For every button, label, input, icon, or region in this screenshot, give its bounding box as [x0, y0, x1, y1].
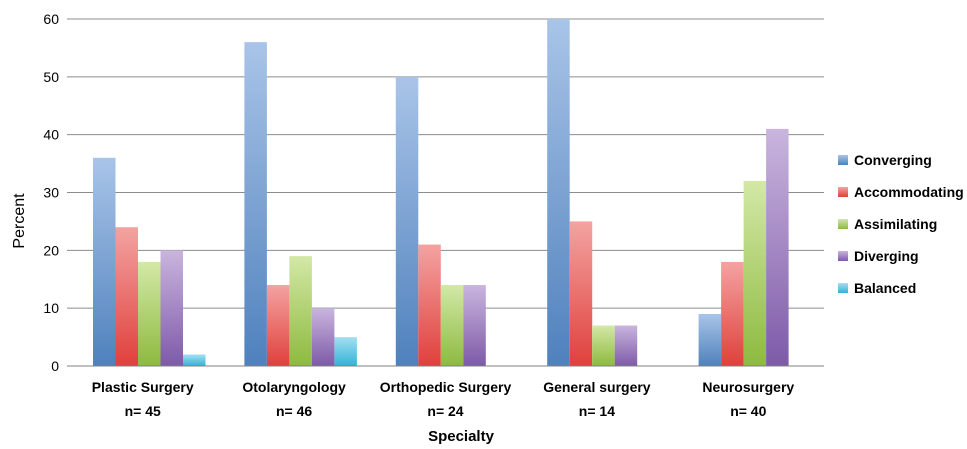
bar-balanced-1	[334, 337, 357, 366]
y-tick-label: 40	[43, 127, 59, 143]
bar-diverging-0	[160, 250, 183, 366]
legend-swatch-balanced	[838, 283, 848, 293]
bar-assimilating-4	[743, 180, 767, 366]
legend-swatch-assimilating	[838, 219, 848, 229]
bar-converging-3	[547, 19, 570, 366]
bar-diverging-4	[766, 128, 789, 366]
x-axis-title: Specialty	[428, 428, 495, 445]
y-axis-title: Percent	[11, 193, 28, 249]
y-tick-label: 20	[43, 242, 59, 258]
y-tick-label: 10	[43, 300, 59, 316]
gridlines	[67, 18, 824, 309]
x-category-count: n= 24	[427, 403, 463, 419]
legend-label: Diverging	[854, 248, 919, 264]
legend-label: Converging	[854, 152, 932, 168]
legend: Converging Accommodating Assimilating Diver…	[838, 152, 964, 296]
x-category-count: n= 45	[125, 403, 161, 419]
x-category-label: Neurosurgery	[702, 379, 794, 395]
x-category-label: Orthopedic Surgery	[380, 379, 512, 395]
x-category-label: General surgery	[543, 379, 651, 395]
y-tick-label: 60	[43, 11, 59, 27]
bar-diverging-1	[311, 308, 335, 366]
bar-balanced-0	[183, 354, 206, 366]
y-tick-label: 50	[43, 69, 59, 85]
bar-accommodating-4	[721, 261, 744, 366]
bar-accommodating-3	[569, 221, 593, 366]
x-category-count: n= 46	[276, 403, 312, 419]
legend-swatch-converging	[838, 155, 848, 165]
bar-converging-1	[244, 42, 267, 367]
bar-accommodating-1	[266, 285, 290, 366]
bar-converging-2	[395, 76, 419, 366]
bar-assimilating-3	[592, 325, 615, 366]
x-category-count: n= 40	[730, 403, 766, 419]
legend-label: Balanced	[854, 280, 916, 296]
bar-assimilating-1	[289, 256, 312, 366]
bar-converging-4	[698, 313, 722, 366]
x-category-labels: Plastic Surgery n= 45 Otolaryngology n= 46 O…	[92, 379, 795, 419]
x-category-label: Otolaryngology	[242, 379, 346, 395]
y-tick-label: 0	[51, 358, 59, 374]
legend-swatch-diverging	[838, 251, 848, 261]
x-category-count: n= 14	[579, 403, 615, 419]
bar-accommodating-2	[418, 244, 441, 366]
bar-accommodating-0	[115, 227, 138, 366]
bar-assimilating-2	[440, 285, 464, 366]
bar-converging-0	[93, 157, 116, 366]
bar-assimilating-0	[138, 261, 161, 366]
legend-label: Accommodating	[854, 184, 964, 200]
x-category-label: Plastic Surgery	[92, 379, 194, 395]
y-tick-label: 30	[43, 185, 59, 201]
legend-swatch-accommodating	[838, 187, 848, 197]
y-tick-labels: 0 10 20 30 40 50 60	[43, 11, 59, 374]
bar-diverging-3	[614, 325, 638, 366]
bar-diverging-2	[463, 285, 486, 366]
legend-label: Assimilating	[854, 216, 937, 232]
bars	[93, 19, 789, 367]
